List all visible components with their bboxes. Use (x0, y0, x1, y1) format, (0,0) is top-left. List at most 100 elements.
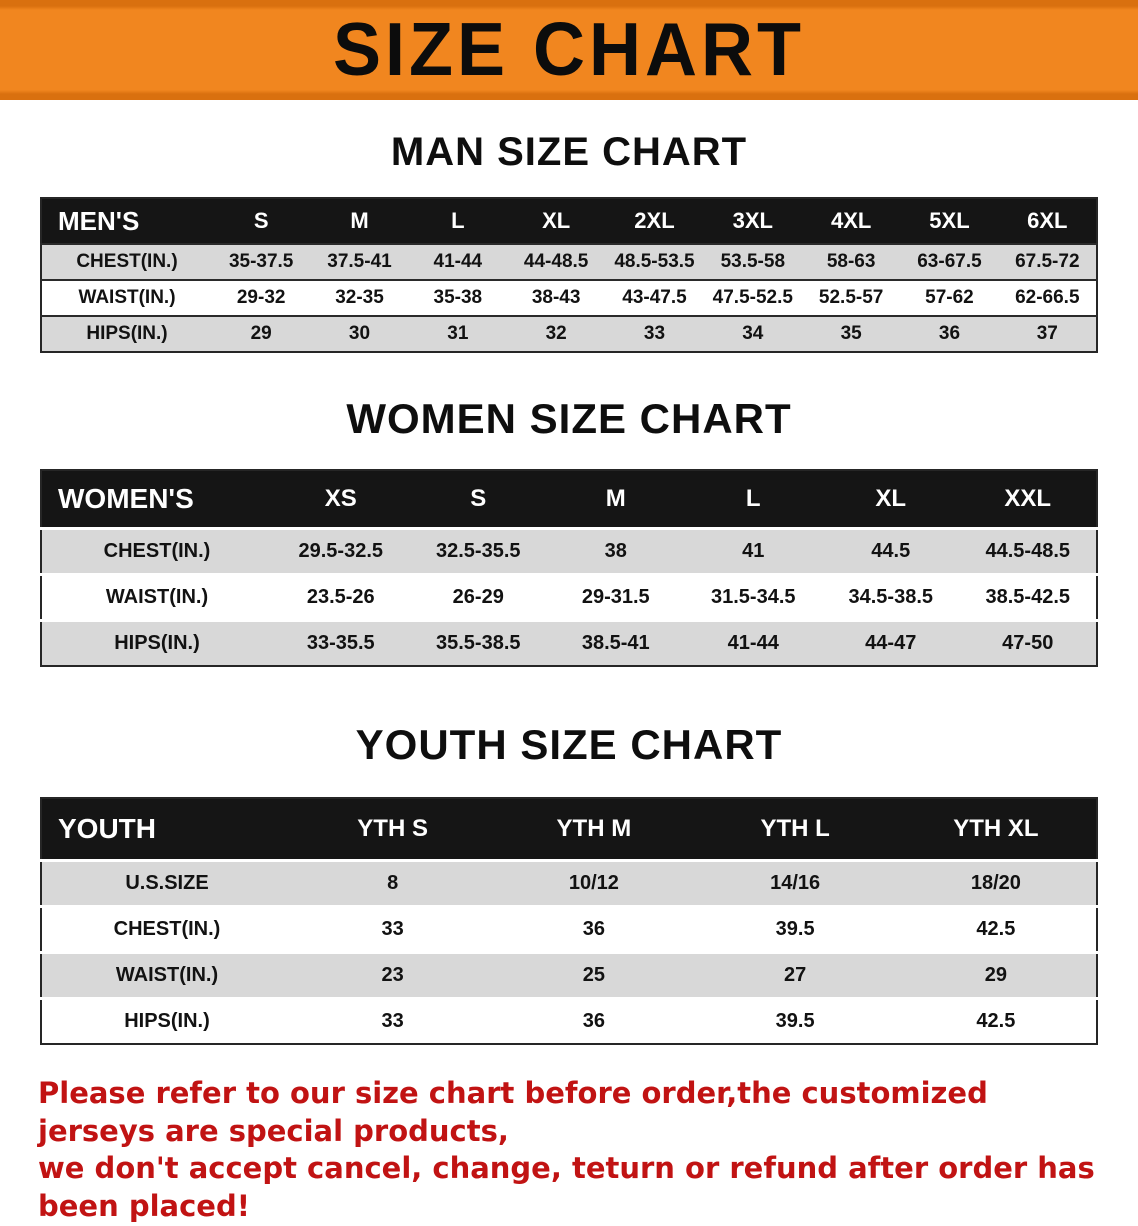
value-cell: 38.5-42.5 (985, 586, 1070, 608)
header-cell: 4XL (801, 198, 901, 244)
row-label-cell: HIPS(IN.) (114, 632, 200, 654)
value-cell: 27 (784, 964, 807, 986)
value-cell: 10/12 (568, 872, 619, 894)
value-cell: 58-63 (826, 251, 876, 272)
value-cell: 35.5-38.5 (435, 632, 521, 654)
value-cell: 36 (938, 323, 961, 344)
table-row: HIPS(IN.) 33-35.5 35.5-38.5 38.5-41 41-44 44-… (41, 620, 1097, 666)
value-cell: 29-32 (236, 287, 286, 308)
value-cell: 30 (348, 323, 371, 344)
table-row: HIPS(IN.) 33 36 39.5 42.5 (41, 998, 1097, 1044)
header-cell: XL (822, 470, 960, 529)
value-cell: 29 (250, 323, 272, 344)
table-row: WAIST(IN.) 29-32 32-35 35-38 38-43 43-47.5 47.… (41, 280, 1097, 316)
value-cell: 38 (604, 540, 627, 562)
value-cell: 33-35.5 (306, 632, 375, 654)
header-row: YOUTH YTH S YTH M YTH L YTH XL (41, 798, 1097, 861)
value-cell: 8 (387, 872, 399, 894)
header-cell: WOMEN'S (41, 470, 272, 529)
value-cell: 42.5 (976, 918, 1016, 940)
value-cell: 57-62 (925, 287, 974, 308)
value-cell: 33 (381, 1010, 404, 1032)
page-title: SIZE CHART (333, 8, 805, 93)
row-label-cell: WAIST(IN.) (78, 287, 176, 308)
header-cell: S (212, 198, 311, 244)
value-cell: 37 (1036, 323, 1058, 344)
youth-size-table: YOUTH YTH S YTH M YTH L YTH XL U.S.SIZE 8 10/12… (40, 797, 1098, 1045)
value-cell: 63-67.5 (917, 251, 982, 272)
row-label-cell: WAIST(IN.) (105, 586, 209, 608)
value-cell: 41-44 (433, 251, 483, 272)
value-cell: 34 (742, 323, 764, 344)
header-cell: 3XL (703, 198, 802, 244)
value-cell: 29-31.5 (581, 586, 650, 608)
value-cell: 37.5-41 (327, 251, 392, 272)
value-cell: 41-44 (727, 632, 779, 654)
value-cell: 38.5-41 (581, 632, 650, 654)
header-cell: YOUTH (41, 798, 292, 861)
table-row: WAIST(IN.) 23.5-26 26-29 29-31.5 31.5-34.5 34… (41, 574, 1097, 621)
value-cell: 18/20 (970, 872, 1021, 894)
header-row: WOMEN'S XS S M L XL XXL (41, 470, 1097, 529)
value-cell: 33 (643, 323, 666, 344)
value-cell: 29 (984, 964, 1007, 986)
header-cell: 5XL (900, 198, 999, 244)
table-row: CHEST(IN.) 29.5-32.5 32.5-35.5 38 41 44.5 44.5… (41, 528, 1097, 575)
value-cell: 32 (545, 323, 567, 344)
value-cell: 36 (582, 1010, 605, 1032)
man-size-chart-heading: MAN SIZE CHART (390, 130, 748, 174)
value-cell: 39.5 (775, 1010, 815, 1032)
value-cell: 35-38 (433, 287, 483, 308)
value-cell: 62-66.5 (1015, 287, 1080, 308)
order-policy-notice: Please refer to our size chart before or… (38, 1075, 1100, 1226)
order-policy-line-2: we don't accept cancel, change, teturn o… (38, 1151, 1095, 1224)
header-cell: S (409, 470, 547, 529)
mens-size-table: MEN'S S M L XL 2XL 3XL 4XL 5XL 6XL CHEST(IN.) 35-37… (40, 197, 1098, 353)
table-row: U.S.SIZE 8 10/12 14/16 18/20 (41, 860, 1097, 907)
value-cell: 26-29 (452, 586, 504, 608)
table-row: WAIST(IN.) 23 25 27 29 (41, 952, 1097, 999)
value-cell: 35 (840, 323, 862, 344)
size-chart-banner: SIZE CHART (0, 0, 1138, 100)
value-cell: 44-47 (865, 632, 917, 654)
row-label-cell: HIPS(IN.) (86, 323, 168, 344)
value-cell: 43-47.5 (622, 287, 687, 308)
women-size-chart-heading: WOMEN SIZE CHART (346, 395, 792, 442)
value-cell: 44.5-48.5 (985, 540, 1070, 562)
header-cell: XS (272, 470, 410, 529)
table-row: CHEST(IN.) 33 36 39.5 42.5 (41, 906, 1097, 953)
header-cell: L (408, 198, 507, 244)
header-cell: YTH S (292, 798, 494, 861)
value-cell: 39.5 (775, 918, 815, 940)
header-cell: YTH XL (895, 798, 1097, 861)
header-cell: YTH M (493, 798, 695, 861)
value-cell: 31.5-34.5 (710, 586, 796, 608)
header-cell: YTH L (694, 798, 896, 861)
header-cell: L (684, 470, 822, 529)
womens-size-table: WOMEN'S XS S M L XL XXL CHEST(IN.) 29.5-32.5 32.5… (40, 469, 1098, 667)
header-cell: XXL (959, 470, 1097, 529)
value-cell: 34.5-38.5 (848, 586, 933, 608)
value-cell: 67.5-72 (1015, 251, 1080, 272)
value-cell: 52.5-57 (818, 287, 884, 308)
value-cell: 47-50 (1002, 632, 1054, 654)
value-cell: 31 (447, 323, 469, 344)
order-policy-line-1: Please refer to our size chart before or… (38, 1076, 988, 1148)
row-label-cell: CHEST(IN.) (113, 918, 221, 940)
value-cell: 47.5-52.5 (712, 287, 793, 308)
header-cell: XL (506, 198, 606, 244)
value-cell: 36 (582, 918, 605, 940)
value-cell: 48.5-53.5 (614, 251, 695, 272)
value-cell: 23 (381, 964, 404, 986)
row-label-cell: U.S.SIZE (125, 872, 209, 894)
value-cell: 38-43 (531, 287, 581, 308)
row-label-cell: HIPS(IN.) (124, 1010, 210, 1032)
header-cell: MEN'S (41, 198, 212, 244)
value-cell: 44-48.5 (523, 251, 589, 272)
table-row: CHEST(IN.) 35-37.5 37.5-41 41-44 44-48.5 48.5… (41, 244, 1097, 280)
value-cell: 33 (381, 918, 404, 940)
row-label-cell: CHEST(IN.) (103, 540, 211, 562)
value-cell: 35-37.5 (228, 251, 294, 272)
value-cell: 14/16 (770, 872, 821, 894)
row-label-cell: CHEST(IN.) (76, 251, 178, 272)
